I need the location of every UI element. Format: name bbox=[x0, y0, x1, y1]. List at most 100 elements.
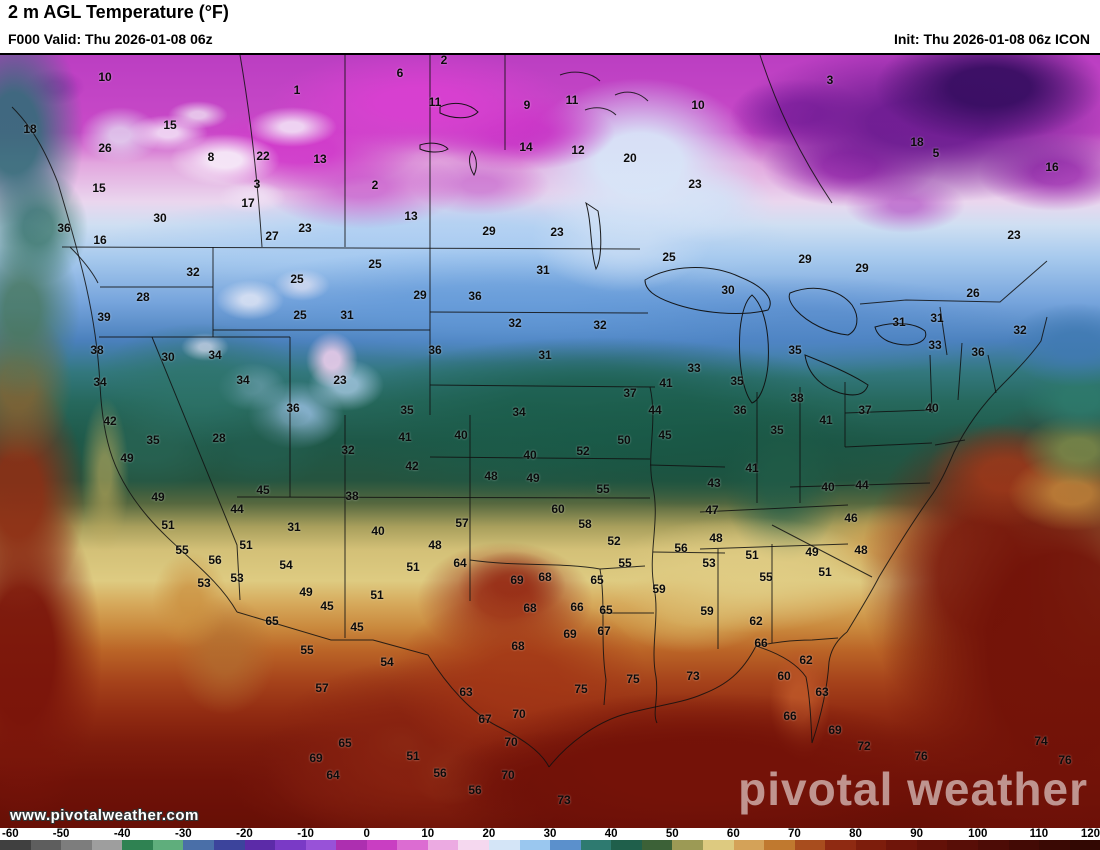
colorbar-ticks: -60 -50 -40 -30 -20 -10 0 10 20 30 40 50 60 70 80 90 100… bbox=[0, 828, 1100, 840]
colorbar-segment bbox=[489, 840, 520, 850]
colorbar-segment bbox=[1069, 840, 1100, 850]
mason-dixon-line bbox=[844, 442, 933, 448]
colorbar-tick-label: 60 bbox=[726, 828, 740, 840]
colorbar-segment bbox=[580, 840, 612, 850]
colorbar-tick-label: 90 bbox=[910, 828, 924, 840]
gulf-coastline bbox=[548, 645, 757, 768]
colorbar-tick-label: 80 bbox=[849, 828, 862, 840]
colorbar-tick-label: 100 bbox=[968, 828, 988, 840]
florida-coastline bbox=[755, 631, 848, 744]
colorbar-segment bbox=[855, 840, 887, 850]
parallel-37-border bbox=[236, 496, 651, 499]
lake-michigan bbox=[739, 294, 769, 404]
colorbar bbox=[0, 840, 1100, 850]
colorbar-segment bbox=[825, 840, 856, 850]
ky-tn-border bbox=[699, 504, 849, 513]
colorbar-segment bbox=[213, 840, 245, 850]
colorbar-segment bbox=[61, 840, 92, 850]
colorbar-tick-label: 0 bbox=[363, 828, 370, 840]
lake-athabasca bbox=[419, 142, 449, 153]
colorbar-segment bbox=[91, 840, 123, 850]
colorbar-segment bbox=[305, 840, 337, 850]
lake-winnipeg bbox=[585, 201, 602, 271]
colorbar-segment bbox=[764, 840, 795, 850]
colorbar-tick-label: 10 bbox=[421, 828, 435, 840]
colorbar-tick-label: 110 bbox=[1029, 828, 1049, 840]
lake-superior bbox=[644, 267, 771, 314]
ontario-quebec-border bbox=[759, 55, 833, 204]
temperature-field bbox=[0, 55, 1100, 828]
mexico-border-rio-grande bbox=[236, 611, 550, 768]
florida-panhandle bbox=[755, 637, 839, 647]
reindeer-lake bbox=[469, 150, 477, 177]
colorbar-segment bbox=[733, 840, 765, 850]
colorbar-tick-label: 120 bbox=[1080, 828, 1100, 840]
atlantic-coastline bbox=[846, 316, 1048, 633]
ca-nv-az-border bbox=[151, 336, 241, 601]
temperature-map: www.pivotalweather.com pivotal weather bbox=[0, 55, 1100, 828]
mo-ar-border bbox=[652, 551, 726, 554]
colorbar-segment bbox=[672, 840, 703, 850]
colorbar-tick-label: -30 bbox=[175, 828, 192, 840]
colorbar-segment bbox=[519, 840, 551, 850]
colorbar-segment bbox=[641, 840, 673, 850]
colorbar-segment bbox=[244, 840, 276, 850]
colorbar-segment bbox=[336, 840, 367, 850]
colorbar-segment bbox=[978, 840, 1009, 850]
mississippi-river bbox=[649, 386, 658, 724]
long-island bbox=[934, 439, 966, 446]
colorbar-segment bbox=[702, 840, 734, 850]
page-title: 2 m AGL Temperature (°F) bbox=[8, 2, 229, 22]
alaska-panhandle-coast bbox=[11, 106, 59, 184]
colorbar-segment bbox=[275, 840, 306, 850]
sd-ne-border bbox=[429, 384, 656, 388]
init-time-label: Init: Thu 2026-01-08 06z ICON bbox=[893, 31, 1090, 47]
ne-ks-border bbox=[429, 456, 651, 460]
watermark-url: www.pivotalweather.com bbox=[10, 807, 199, 824]
colorbar-segment bbox=[916, 840, 948, 850]
colorbar-segment bbox=[152, 840, 184, 850]
colorbar-segment bbox=[30, 840, 62, 850]
pacific-coastline bbox=[57, 182, 238, 613]
lake-erie bbox=[804, 354, 869, 396]
tn-south-border bbox=[699, 543, 849, 550]
ny-pa-border bbox=[844, 409, 931, 414]
colorbar-segment bbox=[122, 840, 153, 850]
colorbar-segment bbox=[0, 840, 31, 850]
colorbar-tick-label: 30 bbox=[543, 828, 557, 840]
vancouver-island bbox=[69, 246, 99, 284]
lake-huron bbox=[788, 287, 858, 336]
colorbar-segment bbox=[397, 840, 428, 850]
colorbar-tick-label: 50 bbox=[665, 828, 679, 840]
ok-tx-border bbox=[469, 559, 646, 570]
colorbar-segment bbox=[427, 840, 459, 850]
colorbar-segment bbox=[1008, 840, 1040, 850]
colorbar-tick-label: -50 bbox=[52, 828, 70, 840]
colorbar-tick-label: 70 bbox=[788, 828, 801, 840]
colorbar-tick-label: -60 bbox=[2, 828, 19, 840]
us-canada-border bbox=[61, 246, 641, 250]
va-nc-border bbox=[789, 482, 931, 488]
lake-ontario bbox=[874, 323, 927, 346]
colorbar-segment bbox=[794, 840, 826, 850]
colorbar-tick-label: -10 bbox=[297, 828, 314, 840]
colorbar-tick-label: -20 bbox=[236, 828, 253, 840]
colorbar-segment bbox=[366, 840, 398, 850]
colorbar-segment bbox=[611, 840, 642, 850]
colorbar-segment bbox=[947, 840, 978, 850]
colorbar-segment bbox=[886, 840, 917, 850]
nd-sd-border bbox=[429, 311, 649, 314]
arctic-islands bbox=[559, 71, 649, 116]
colorbar-tick-label: 40 bbox=[604, 828, 618, 840]
header: 2 m AGL Temperature (°F) F000 Valid: Thu… bbox=[0, 0, 1100, 55]
bc-alberta-border bbox=[239, 55, 263, 248]
great-slave-lake bbox=[439, 102, 479, 119]
state-borders-overlay bbox=[11, 55, 1048, 768]
ia-mo-border bbox=[649, 464, 726, 468]
colorbar-segment bbox=[1039, 840, 1070, 850]
us-canada-border-east bbox=[859, 260, 1048, 305]
colorbar-segment bbox=[458, 840, 489, 850]
colorbar-tick-label: -40 bbox=[113, 828, 131, 840]
valid-time-label: F000 Valid: Thu 2026-01-08 06z bbox=[8, 31, 213, 47]
